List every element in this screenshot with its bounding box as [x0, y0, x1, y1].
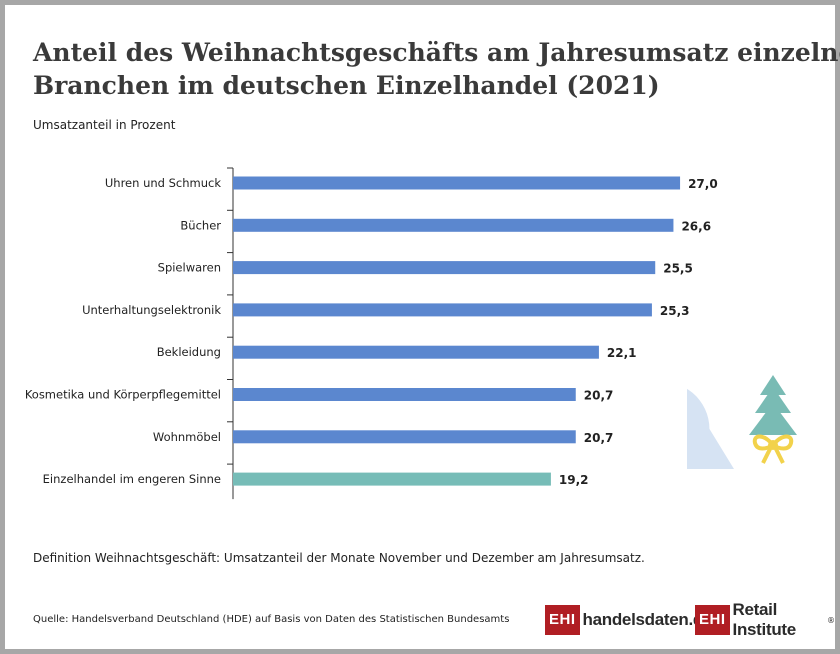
handelsdaten-logo-text: handelsdaten.de [582, 610, 713, 629]
bar [233, 472, 551, 486]
bar-chart: Uhren und Schmuck 27,0 Bücher 26,6 Spielware… [25, 167, 718, 500]
category-label: Wohnmöbel [153, 430, 221, 444]
christmas-tree-icon [749, 375, 797, 435]
chart-title: Anteil des Weihnachtsgeschäfts am Jahres… [33, 36, 840, 102]
ehi-logo-box-2: EHI [695, 605, 730, 635]
definition-note: Definition Weihnachtsgeschäft: Umsatzant… [33, 551, 645, 565]
category-label: Spielwaren [158, 261, 221, 275]
category-label: Unterhaltungselektronik [82, 303, 221, 317]
bar [233, 430, 576, 444]
data-label: 25,3 [660, 304, 690, 318]
ehi-retail-institute-logo[interactable]: EHI Retail Institute ® [695, 600, 835, 639]
chart-title-line-2: Branchen im deutschen Einzelhandel (2021… [33, 71, 660, 100]
bar [233, 261, 656, 275]
bar [233, 176, 681, 190]
data-label: 20,7 [584, 389, 614, 403]
data-label: 25,5 [663, 262, 693, 276]
category-label: Bücher [180, 218, 221, 232]
bar [233, 388, 576, 401]
category-label: Kosmetika und Körperpflegemittel [25, 388, 221, 402]
chart-subtitle: Umsatzanteil in Prozent [33, 118, 176, 132]
chart-title-line-1: Anteil des Weihnachtsgeschäfts am Jahres… [33, 38, 840, 67]
handelsdaten-logo[interactable]: EHI handelsdaten.de [545, 605, 712, 635]
bar [233, 345, 599, 359]
data-label: 19,2 [559, 473, 589, 487]
source-note: Quelle: Handelsverband Deutschland (HDE)… [33, 614, 510, 625]
category-label: Uhren und Schmuck [105, 176, 221, 190]
category-label: Bekleidung [157, 345, 221, 359]
pie-decoration-icon [687, 388, 734, 469]
data-label: 27,0 [688, 177, 718, 191]
category-label: Einzelhandel im engeren Sinne [43, 472, 221, 486]
data-label: 26,6 [681, 219, 711, 233]
ehi-logo-box: EHI [545, 605, 580, 635]
registered-mark: ® [827, 615, 835, 625]
decoration [687, 375, 797, 469]
data-label: 22,1 [607, 346, 637, 360]
bow-icon [752, 434, 794, 464]
data-label: 20,7 [584, 431, 614, 445]
retail-institute-logo-text: Retail Institute [732, 600, 797, 639]
bar [233, 218, 674, 232]
bar [233, 303, 652, 317]
